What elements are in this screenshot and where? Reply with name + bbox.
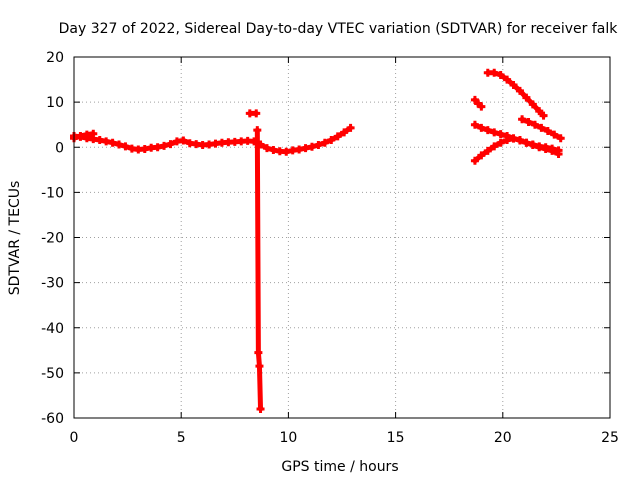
axes xyxy=(73,56,611,419)
series-track-4 xyxy=(253,126,265,413)
y-tick-label: -30 xyxy=(41,276,64,292)
chart-title: Day 327 of 2022, Sidereal Day-to-day VTE… xyxy=(59,21,619,37)
y-tick-label: -10 xyxy=(41,185,64,201)
data-markers xyxy=(70,68,565,413)
series-track-9 xyxy=(518,115,565,143)
y-tick-label: -50 xyxy=(41,366,64,382)
grid-lines xyxy=(74,57,610,418)
series-line xyxy=(485,70,547,119)
series-track-2 xyxy=(70,129,98,143)
y-axis-label: SDTVAR / TECUs xyxy=(7,181,23,296)
x-tick-label: 20 xyxy=(494,430,512,446)
y-tick-label: 20 xyxy=(46,50,64,66)
y-tick-label: -20 xyxy=(41,231,64,247)
series-track-3 xyxy=(245,109,261,118)
series-line xyxy=(71,131,96,141)
series-line xyxy=(71,125,354,155)
y-tick-label: -60 xyxy=(41,411,64,427)
y-tick-label: 0 xyxy=(55,140,64,156)
x-axis-label: GPS time / hours xyxy=(281,459,398,475)
x-tick-label: 0 xyxy=(70,430,79,446)
x-tick-label: 15 xyxy=(387,430,405,446)
series-line xyxy=(472,122,562,153)
series-track-7 xyxy=(470,95,486,111)
series-track-1 xyxy=(70,123,355,156)
y-tick-label: -40 xyxy=(41,321,64,337)
series-line xyxy=(472,97,484,110)
x-tick-label: 10 xyxy=(279,430,297,446)
series-track-8 xyxy=(483,68,548,120)
x-tick-label: 5 xyxy=(177,430,186,446)
y-tick-label: 10 xyxy=(46,95,64,111)
x-tick-label: 25 xyxy=(601,430,619,446)
series-track-6 xyxy=(470,120,563,155)
tick-labels: 0 5 10 15 20 25 -60 -50 -40 -30 -20 -10 0 10 20 xyxy=(41,50,619,446)
series-line xyxy=(254,127,264,412)
series-line xyxy=(519,116,564,141)
